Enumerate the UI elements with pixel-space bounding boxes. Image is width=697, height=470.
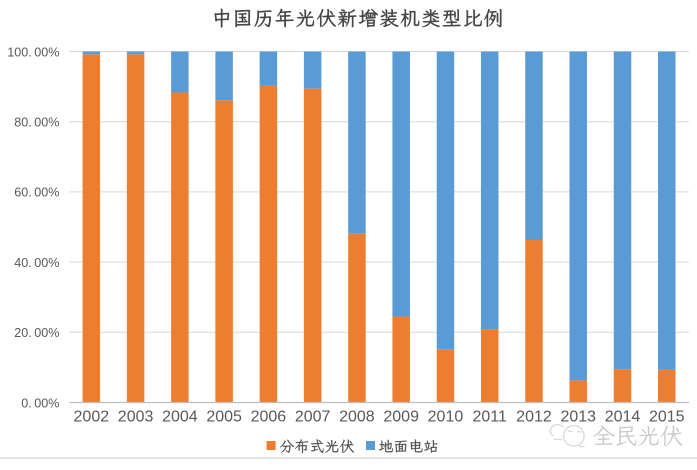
svg-text:2013: 2013 <box>560 409 596 426</box>
svg-text:100. 00%: 100. 00% <box>7 45 59 59</box>
svg-text:2006: 2006 <box>251 409 287 426</box>
svg-text:2011: 2011 <box>473 409 508 426</box>
svg-text:20. 00%: 20. 00% <box>14 326 59 340</box>
svg-text:2003: 2003 <box>118 409 154 426</box>
svg-text:0. 00%: 0. 00% <box>21 396 59 410</box>
svg-text:2009: 2009 <box>383 409 419 426</box>
svg-text:2004: 2004 <box>162 409 198 426</box>
svg-text:2007: 2007 <box>295 409 331 426</box>
svg-text:2002: 2002 <box>74 409 110 426</box>
svg-text:2015: 2015 <box>649 409 685 426</box>
svg-text:2008: 2008 <box>339 409 375 426</box>
svg-text:40. 00%: 40. 00% <box>14 256 59 270</box>
svg-text:60. 00%: 60. 00% <box>14 186 59 200</box>
svg-text:2005: 2005 <box>206 409 242 426</box>
svg-text:2010: 2010 <box>428 409 464 426</box>
svg-text:2014: 2014 <box>605 409 641 426</box>
svg-text:80. 00%: 80. 00% <box>14 116 59 130</box>
svg-text:2012: 2012 <box>516 409 552 426</box>
